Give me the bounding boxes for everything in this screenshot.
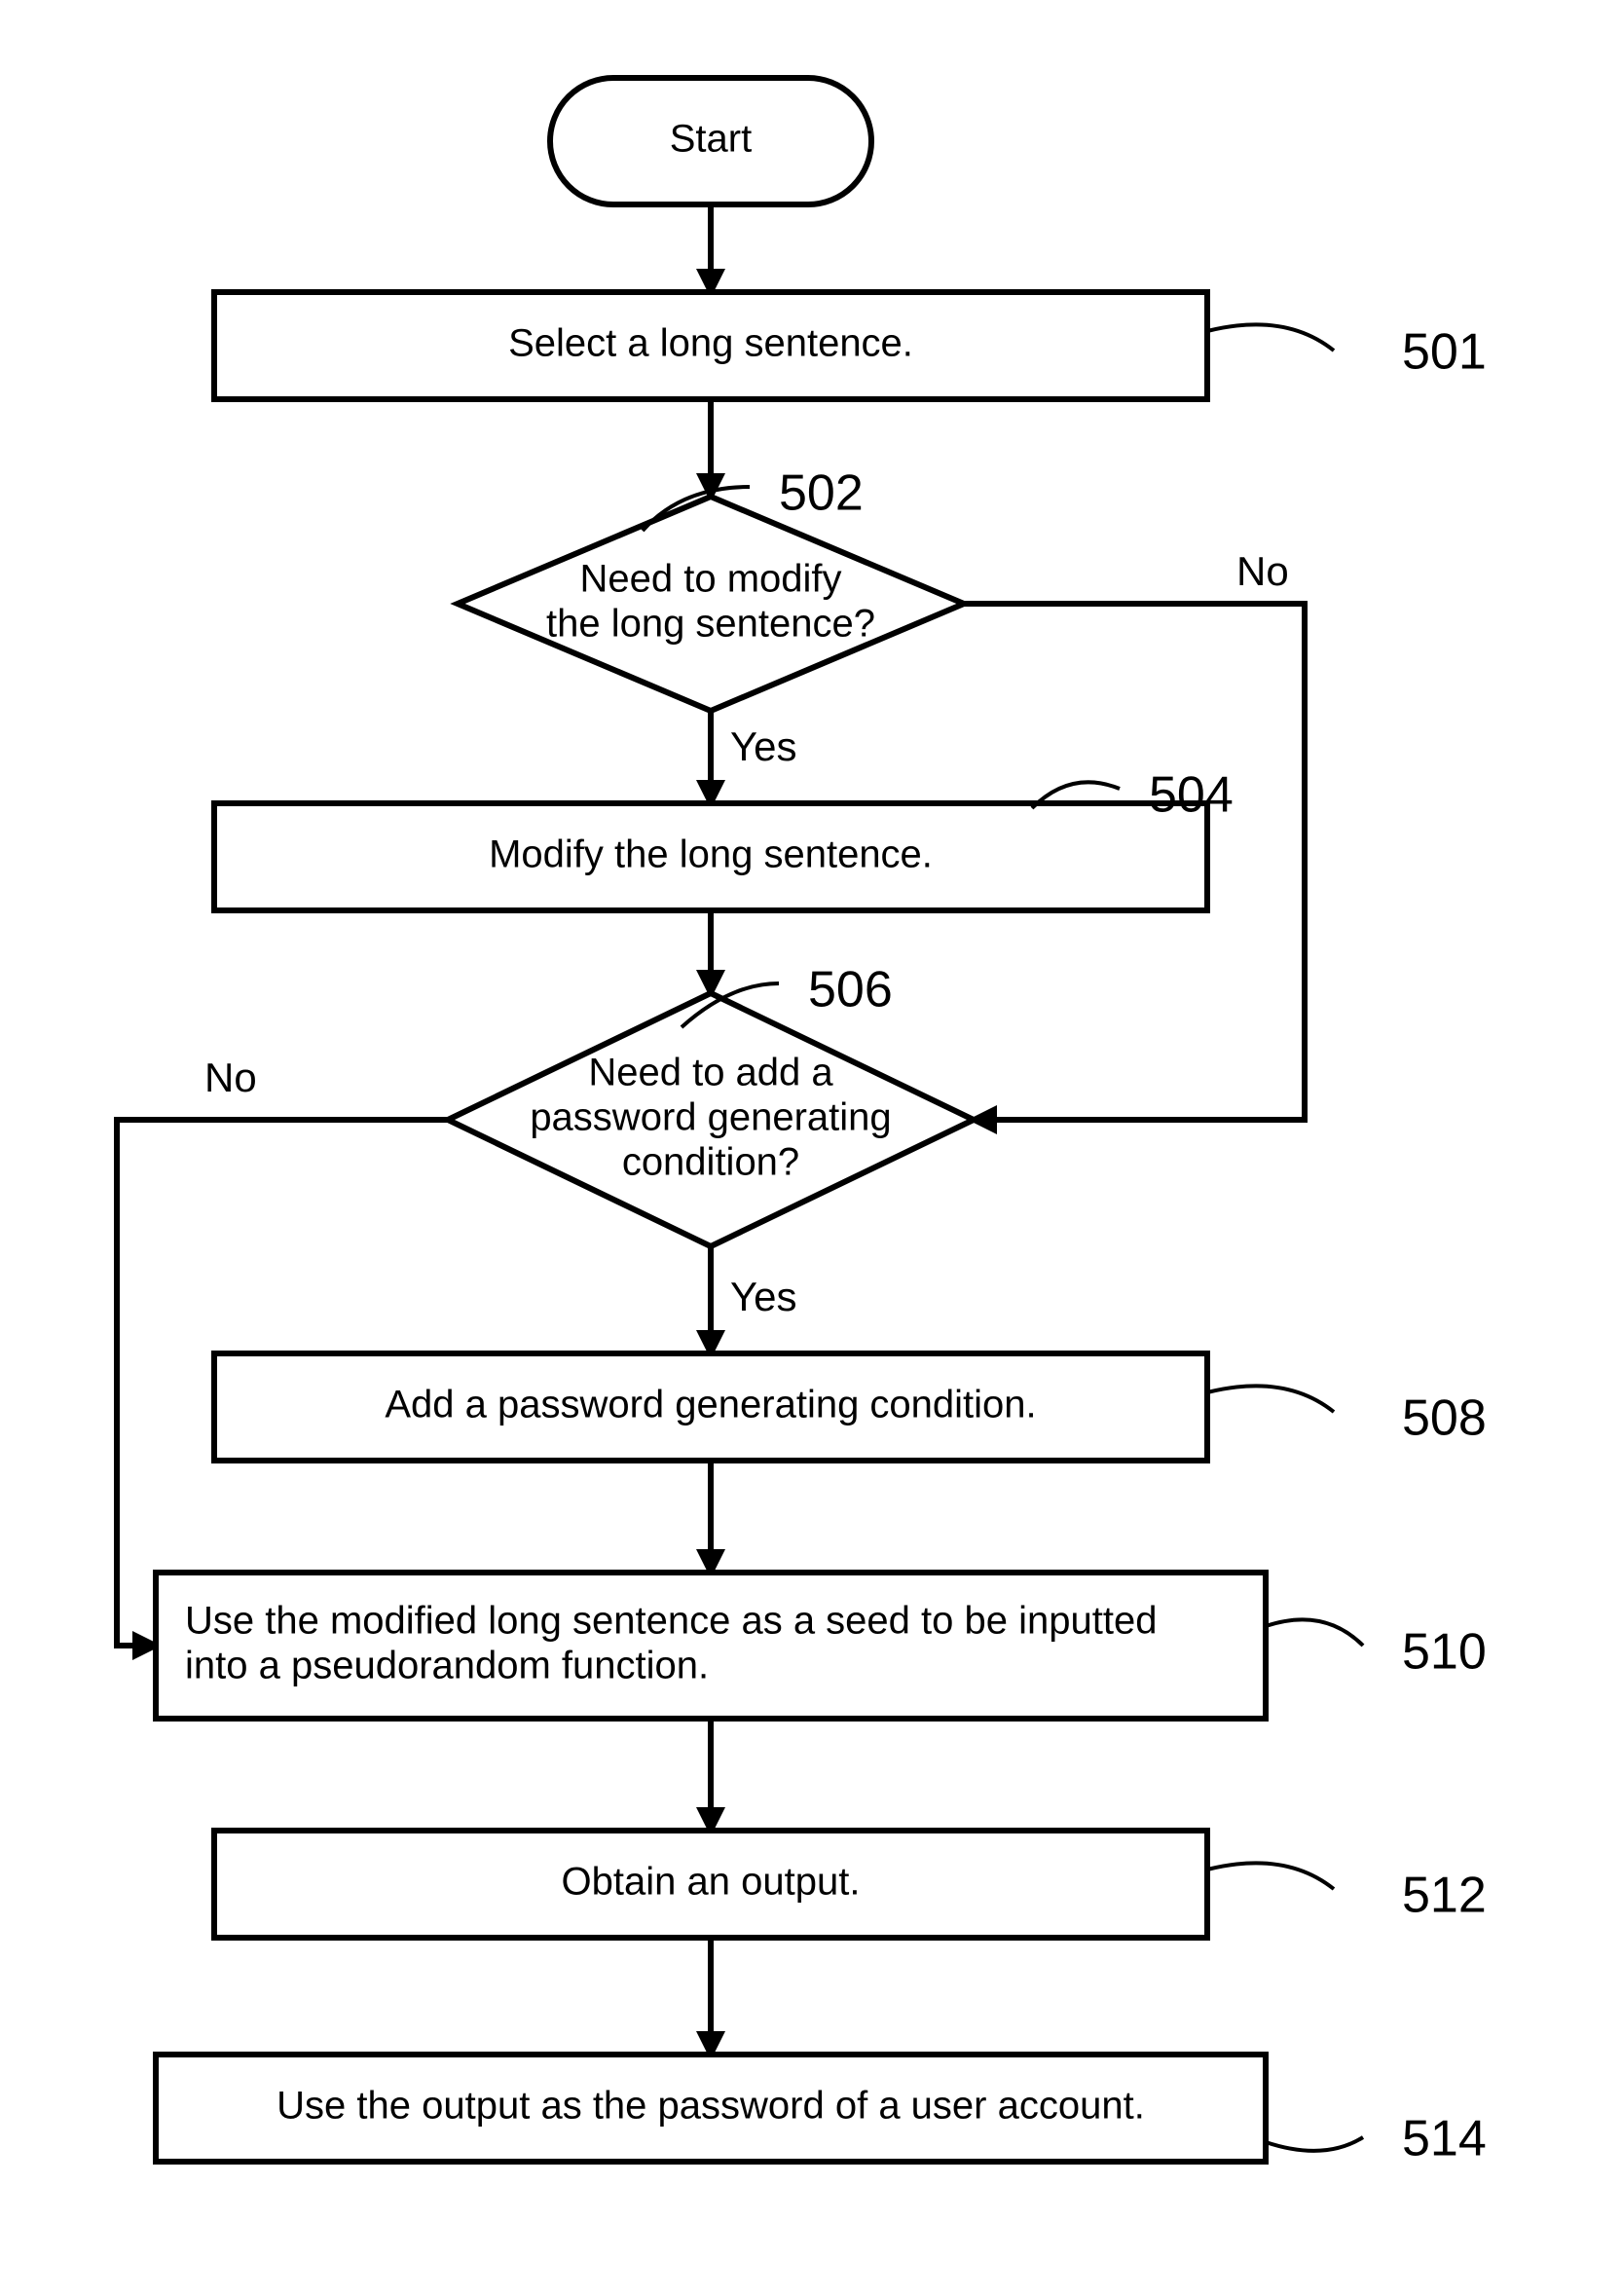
svg-text:501: 501 (1402, 324, 1487, 381)
svg-text:condition?: condition? (622, 1141, 799, 1184)
node-n512: Obtain an output. (214, 1831, 1207, 1938)
svg-text:Add a password generating cond: Add a password generating condition. (385, 1384, 1036, 1426)
svg-text:504: 504 (1149, 767, 1234, 824)
svg-text:510: 510 (1402, 1624, 1487, 1681)
svg-text:508: 508 (1402, 1390, 1487, 1447)
edge-label: No (1236, 548, 1289, 594)
ref-label-510: 510 (1266, 1619, 1487, 1680)
svg-text:Modify the long sentence.: Modify the long sentence. (489, 833, 933, 876)
svg-text:Use the modified long sentence: Use the modified long sentence as a seed… (185, 1600, 1157, 1643)
edge-label: No (204, 1055, 257, 1100)
edge-5: Yes (711, 1246, 797, 1353)
node-n501: Select a long sentence. (214, 292, 1207, 399)
ref-label-501: 501 (1207, 324, 1487, 381)
svg-text:Use the output as the password: Use the output as the password of a user… (276, 2085, 1145, 2128)
node-n508: Add a password generating condition. (214, 1353, 1207, 1461)
svg-text:514: 514 (1402, 2111, 1487, 2167)
node-n504: Modify the long sentence. (214, 803, 1207, 910)
svg-text:502: 502 (779, 465, 864, 522)
edge-label: Yes (730, 1274, 797, 1319)
ref-label-514: 514 (1266, 2111, 1487, 2167)
svg-text:Start: Start (670, 118, 752, 161)
svg-text:512: 512 (1402, 1868, 1487, 1924)
svg-text:Select a long sentence.: Select a long sentence. (508, 322, 913, 365)
svg-text:Need to modify: Need to modify (579, 558, 841, 601)
svg-text:password generating: password generating (530, 1096, 891, 1139)
svg-text:Obtain an output.: Obtain an output. (562, 1861, 861, 1904)
ref-label-512: 512 (1207, 1863, 1487, 1923)
node-n514: Use the output as the password of a user… (156, 2055, 1266, 2162)
edge-6: No (117, 1055, 448, 1646)
ref-label-508: 508 (1207, 1386, 1487, 1446)
edge-label: Yes (730, 723, 797, 769)
node-d506: Need to add apassword generatingconditio… (448, 993, 974, 1246)
flowchart-canvas: Yes No Yes No Start Select a long sentence. N… (0, 0, 1622, 2296)
node-n510: Use the modified long sentence as a seed… (156, 1573, 1266, 1719)
svg-text:the long sentence?: the long sentence? (546, 603, 875, 646)
svg-text:506: 506 (808, 962, 893, 1018)
svg-text:into a pseudorandom function.: into a pseudorandom function. (185, 1645, 709, 1687)
edge-2: Yes (711, 711, 797, 803)
node-d502: Need to modifythe long sentence? (458, 497, 964, 711)
svg-text:Need to add a: Need to add a (588, 1052, 833, 1094)
node-start: Start (550, 78, 871, 204)
